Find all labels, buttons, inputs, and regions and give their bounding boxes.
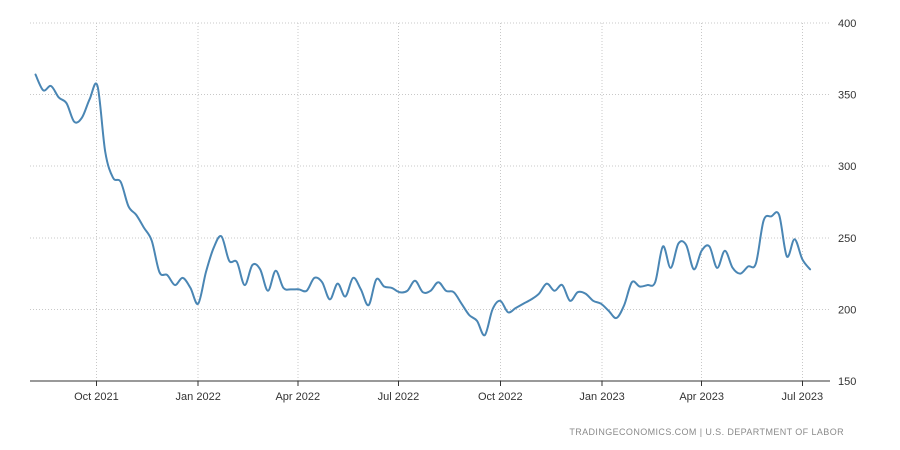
- y-tick-label: 300: [838, 161, 856, 173]
- x-tick-label: Jul 2023: [782, 391, 824, 403]
- y-tick-label: 350: [838, 90, 856, 102]
- source-attribution: TRADINGECONOMICS.COM | U.S. DEPARTMENT O…: [569, 427, 844, 437]
- y-tick-label: 400: [838, 18, 856, 30]
- y-tick-label: 150: [838, 376, 856, 388]
- x-tick-label: Apr 2023: [679, 391, 724, 403]
- x-tick-label: Jul 2022: [378, 391, 420, 403]
- x-tick-label: Apr 2022: [275, 391, 320, 403]
- y-tick-label: 250: [838, 233, 856, 245]
- x-tick-label: Oct 2021: [74, 391, 119, 403]
- x-tick-label: Oct 2022: [478, 391, 523, 403]
- x-tick-label: Jan 2023: [579, 391, 624, 403]
- x-tick-label: Jan 2022: [176, 391, 221, 403]
- y-tick-label: 200: [838, 304, 856, 316]
- series-line: [34, 73, 812, 337]
